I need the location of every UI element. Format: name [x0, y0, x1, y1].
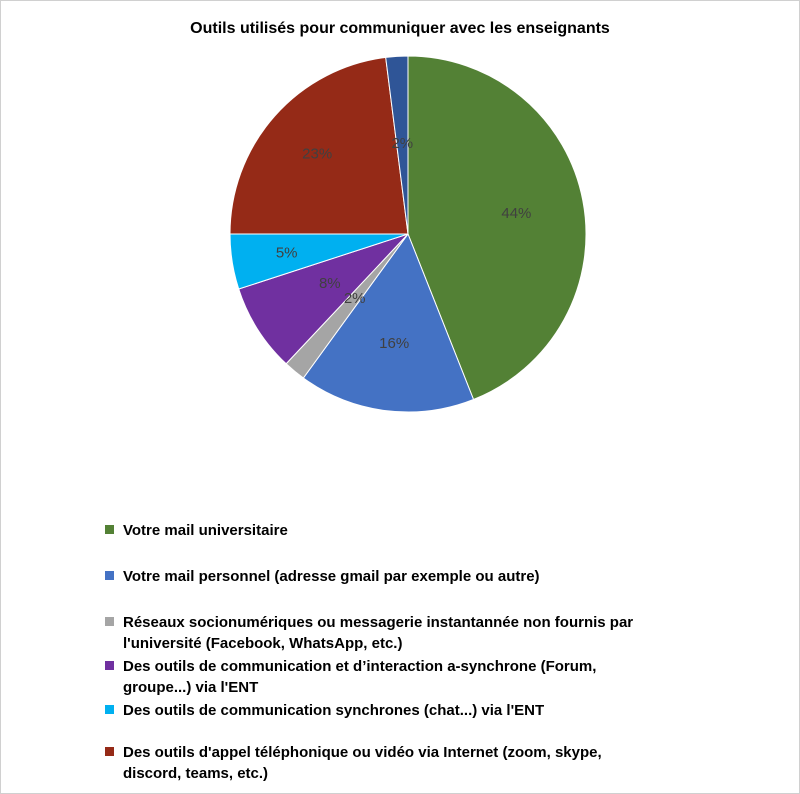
chart-title: Outils utilisés pour communiquer avec le… [190, 20, 610, 37]
legend-swatch [105, 617, 114, 626]
legend-item: Des outils de communication synchrones (… [105, 700, 643, 721]
slice-data-label: 5% [276, 245, 298, 262]
pie-slice [229, 56, 409, 235]
slice-data-label: 2% [391, 135, 413, 152]
legend-swatch [105, 525, 114, 534]
slice-data-label: 8% [319, 275, 341, 292]
legend-item: Des outils de communication et d’interac… [105, 656, 643, 698]
legend-swatch [105, 705, 114, 714]
slice-data-label: 44% [501, 205, 531, 222]
pie-chart: 44%16%2%8%5%23%2% [229, 55, 587, 413]
slice-data-label: 23% [302, 146, 332, 163]
legend-swatch [105, 661, 114, 670]
pie-slice [407, 55, 587, 401]
pie-slice [302, 232, 475, 413]
legend-item: Des outils d'appel téléphonique ou vidéo… [105, 742, 643, 784]
legend-label: Des outils de communication synchrones (… [123, 702, 545, 719]
legend-item: Votre mail universitaire [105, 520, 643, 541]
legend-label: Des outils de communication et d’interac… [123, 658, 597, 696]
legend-item: Votre mail personnel (adresse gmail par … [105, 566, 643, 587]
pie-slice [385, 55, 409, 235]
legend-swatch [105, 571, 114, 580]
slice-data-label: 16% [379, 335, 409, 352]
pie-slice [238, 233, 409, 365]
legend-label: Votre mail personnel (adresse gmail par … [123, 568, 540, 585]
legend-label: Des outils d'appel téléphonique ou vidéo… [123, 744, 602, 782]
legend-label: Réseaux socionumériques ou messagerie in… [123, 614, 634, 652]
legend-label: Votre mail universitaire [123, 522, 288, 539]
legend-swatch [105, 747, 114, 756]
legend-item: Réseaux socionumériques ou messagerie in… [105, 612, 643, 654]
slice-data-label: 2% [344, 290, 366, 307]
